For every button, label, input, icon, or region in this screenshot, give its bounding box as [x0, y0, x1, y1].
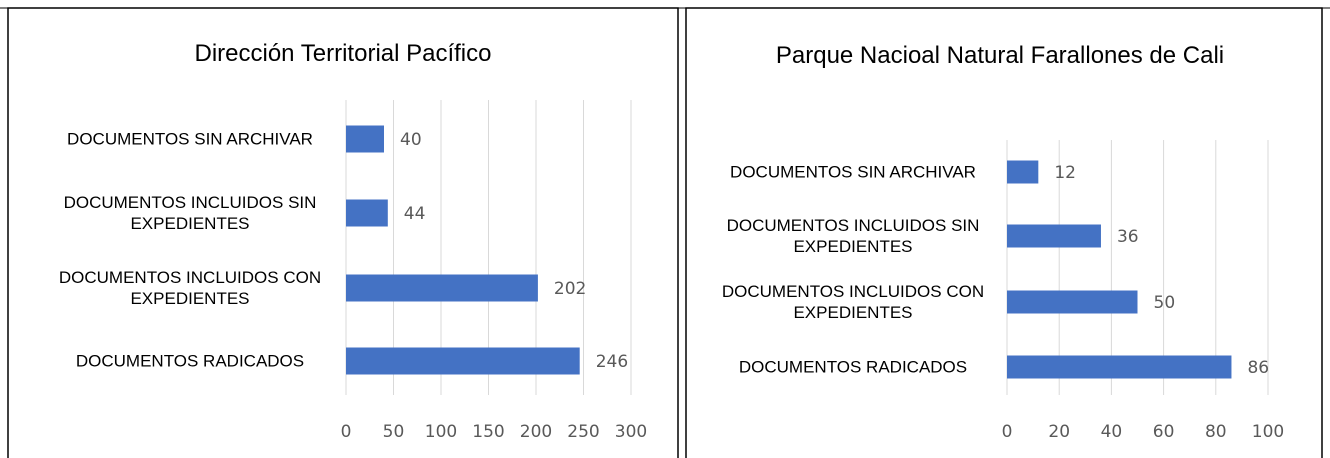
category-label: DOCUMENTOS INCLUIDOS CON EXPEDIENTES	[58, 268, 322, 308]
value-label: 40	[400, 130, 422, 150]
category-label: DOCUMENTOS INCLUIDOS SIN EXPEDIENTES	[726, 216, 980, 256]
category-label: DOCUMENTOS SIN ARCHIVAR	[730, 162, 976, 182]
value-label: 50	[1154, 293, 1176, 313]
category-label: DOCUMENTOS INCLUIDOS CON EXPEDIENTES	[721, 282, 985, 322]
bar	[1007, 160, 1039, 184]
bar	[346, 125, 384, 153]
x-tick-label: 100	[1252, 422, 1284, 442]
x-tick-label: 20	[1048, 422, 1070, 442]
value-label: 246	[596, 352, 628, 372]
value-label: 44	[404, 204, 426, 224]
x-tick-label: 40	[1101, 422, 1123, 442]
bar	[1007, 355, 1232, 379]
bar	[1007, 290, 1138, 314]
bar	[1007, 224, 1101, 248]
category-label: DOCUMENTOS SIN ARCHIVAR	[67, 129, 313, 149]
value-label: 202	[554, 279, 586, 299]
bar	[346, 347, 580, 375]
value-label: 86	[1247, 358, 1269, 378]
x-tick-label: 0	[1002, 422, 1013, 442]
x-tick-label: 200	[520, 422, 552, 442]
category-label: DOCUMENTOS INCLUIDOS SIN EXPEDIENTES	[63, 193, 317, 233]
x-tick-label: 80	[1205, 422, 1227, 442]
value-label: 12	[1054, 163, 1076, 183]
bar	[346, 274, 538, 302]
x-tick-label: 50	[383, 422, 405, 442]
chart-title: Dirección Territorial Pacífico	[194, 40, 492, 67]
chart-title: Parque Nacioal Natural Farallones de Cal…	[775, 42, 1225, 69]
value-label: 36	[1117, 227, 1139, 247]
x-tick-label: 300	[615, 422, 647, 442]
category-label: DOCUMENTOS RADICADOS	[738, 357, 968, 377]
x-tick-label: 150	[472, 422, 504, 442]
bar	[346, 199, 388, 227]
category-label: DOCUMENTOS RADICADOS	[75, 351, 305, 371]
x-tick-label: 250	[567, 422, 599, 442]
x-tick-label: 100	[425, 422, 457, 442]
x-tick-label: 60	[1153, 422, 1175, 442]
x-tick-label: 0	[341, 422, 352, 442]
